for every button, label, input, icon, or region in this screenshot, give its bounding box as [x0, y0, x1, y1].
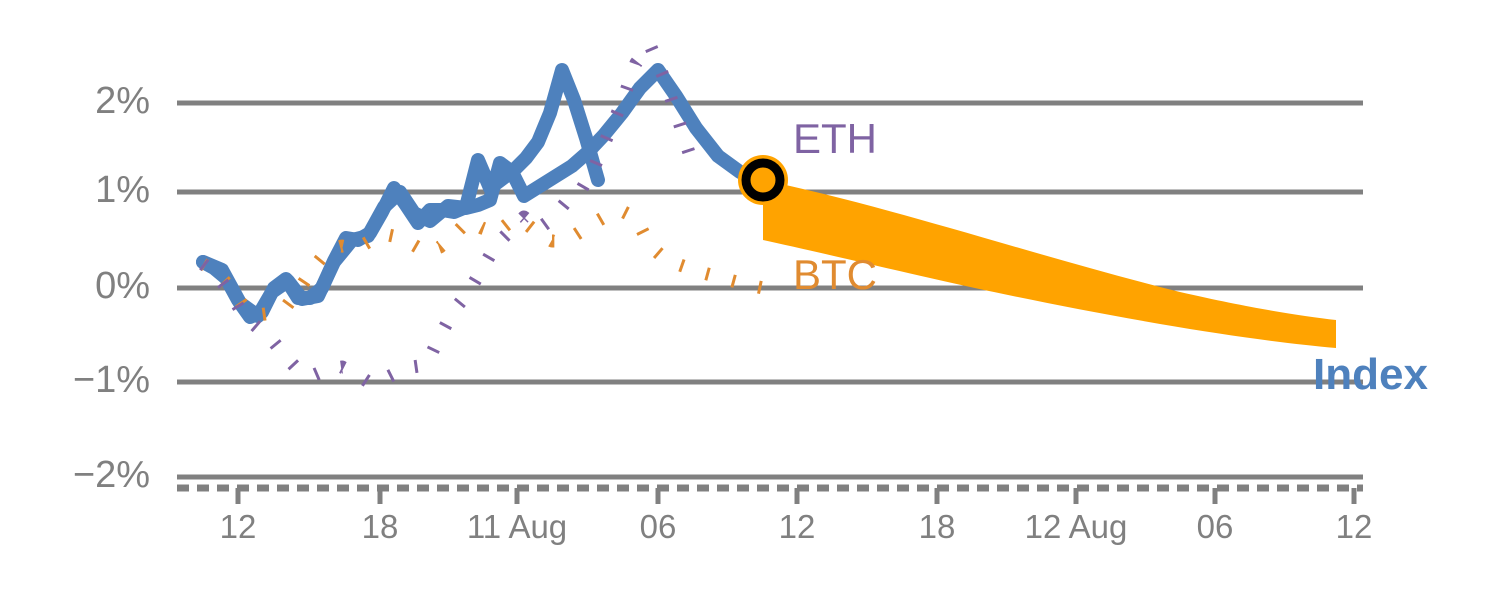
marker-ring — [741, 158, 785, 202]
x-tick-label-1: 18 — [361, 508, 399, 545]
index-forecast-band — [763, 180, 1336, 348]
y-tick-label-1pct: 1% — [95, 169, 150, 211]
series-label-btc: BTC — [793, 251, 877, 298]
x-tick-label-8: 12 — [1335, 508, 1373, 545]
x-tick-label-7: 06 — [1196, 508, 1234, 545]
x-axis-ticks — [235, 488, 1357, 504]
x-tick-label-0: 12 — [219, 508, 257, 545]
x-tick-label-2: 11 Aug — [466, 508, 568, 545]
y-tick-label-neg1pct: −1% — [72, 359, 150, 401]
x-tick-label-4: 12 — [778, 508, 816, 545]
series-label-index: Index — [1313, 350, 1428, 399]
forecast-start-marker[interactable] — [738, 155, 788, 205]
x-tick-label-6: 12 Aug — [1024, 508, 1128, 545]
x-tick-label-5: 18 — [918, 508, 956, 545]
series-label-eth: ETH — [793, 115, 877, 162]
gridlines — [177, 100, 1363, 480]
btc-series-line — [199, 204, 765, 322]
y-tick-label-2pct: 2% — [95, 80, 150, 122]
x-tick-label-3: 06 — [639, 508, 677, 545]
index-series-line-segment-b — [196, 63, 770, 323]
y-tick-label-neg2pct: −2% — [72, 454, 150, 496]
y-tick-label-0pct: 0% — [95, 265, 150, 307]
